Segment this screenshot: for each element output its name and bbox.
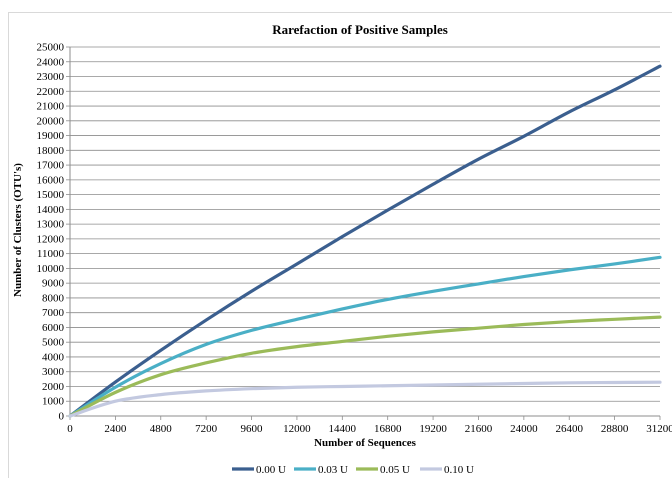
legend-label: 0.00 U [256,464,286,476]
axes [66,46,661,420]
legend: 0.00 U 0.03 U 0.05 U 0.10 U [232,464,474,476]
x-tick-label: 4800 [150,423,173,435]
y-tick-label: 1000 [42,396,65,408]
series-line-2 [68,315,662,418]
series-line-0 [68,64,662,418]
legend-item-0: 0.00 U [232,464,286,476]
y-tick-label: 17000 [37,160,65,172]
x-tick-label: 2400 [104,423,127,435]
x-tick-label: 12000 [283,423,311,435]
y-tick-label: 12000 [37,233,65,245]
y-tick-label: 0 [59,411,65,423]
y-tick-label: 10000 [37,263,65,275]
y-tick-label: 23000 [37,71,65,83]
legend-label: 0.03 U [318,464,348,476]
x-tick-label: 14400 [329,423,357,435]
chart-title: Rarefaction of Positive Samples [272,22,448,37]
x-tick-label: 19200 [419,423,447,435]
y-tick-label: 22000 [37,86,65,98]
x-axis-ticks: 0 2400 4800 7200 9600 12000 14400 16800 19200 216… [67,423,672,435]
legend-label: 0.05 U [380,464,410,476]
x-axis-title: Number of Sequences [314,437,417,449]
y-axis-ticks: 0 1000 2000 3000 4000 5000 6000 7000 8000 9000 100… [37,42,65,423]
y-tick-label: 19000 [37,130,65,142]
y-tick-label: 9000 [42,278,65,290]
y-tick-label: 24000 [37,56,65,68]
y-tick-label: 11000 [37,248,65,260]
legend-item-3: 0.10 U [420,464,474,476]
x-tick-label: 9600 [241,423,264,435]
y-tick-label: 20000 [37,115,65,127]
y-tick-label: 6000 [42,322,65,334]
legend-item-2: 0.05 U [356,464,410,476]
series-line-3 [68,380,662,418]
y-axis-title: Number of Clusters (OTU's) [12,163,24,297]
series-line-1 [68,255,662,418]
x-tick-label: 31200 [646,423,672,435]
grid-lines [70,46,660,402]
y-tick-label: 16000 [37,174,65,186]
x-tick-label: 16800 [374,423,402,435]
x-tick-label: 7200 [195,423,218,435]
y-tick-label: 21000 [37,101,65,113]
y-tick-label: 5000 [42,337,65,349]
legend-label: 0.10 U [444,464,474,476]
y-tick-label: 25000 [37,42,65,54]
y-tick-label: 8000 [42,292,65,304]
y-tick-label: 4000 [42,351,65,363]
series-lines [68,64,662,418]
x-tick-label: 21600 [465,423,493,435]
x-tick-label: 28800 [601,423,629,435]
legend-item-1: 0.03 U [294,464,348,476]
y-tick-label: 2000 [42,381,65,393]
x-tick-label: 26400 [555,423,583,435]
y-tick-label: 7000 [42,307,65,319]
chart-frame [8,12,672,478]
y-tick-label: 13000 [37,219,65,231]
y-tick-label: 14000 [37,204,65,216]
x-tick-label: 0 [67,423,73,435]
y-tick-label: 15000 [37,189,65,201]
y-tick-label: 3000 [42,366,65,378]
x-tick-label: 24000 [510,423,538,435]
y-tick-label: 18000 [37,145,65,157]
